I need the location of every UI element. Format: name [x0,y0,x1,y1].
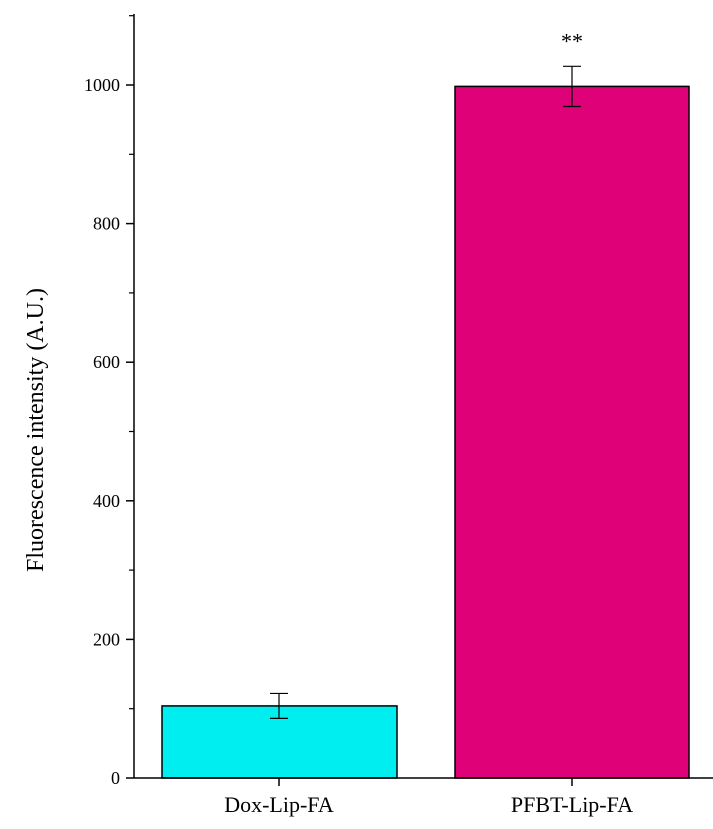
x-tick-label-dox-lip-fa: Dox-Lip-FA [224,792,334,817]
axes-layer [133,14,713,779]
y-axis-title: Fluorescence intensity (A.U.) [23,288,49,572]
error-bars-layer [270,65,581,720]
y-tick-label-1000: 1000 [84,75,120,95]
y-tick-label-0: 0 [111,768,120,788]
y-tick-label-800: 800 [93,214,120,234]
y-tick-label-400: 400 [93,491,120,511]
y-tick-label-600: 600 [93,352,120,372]
bars-layer [161,85,690,779]
bar-pfbt-lip-fa [454,85,690,779]
x-ticks-layer: Dox-Lip-FA PFBT-Lip-FA [224,778,633,817]
x-tick-label-pfbt-lip-fa: PFBT-Lip-FA [511,792,633,817]
annotations-layer: ** [561,28,583,53]
y-tick-label-200: 200 [93,629,120,649]
significance-annotation: ** [561,28,583,53]
y-ticks-layer: 0 200 400 600 800 1000 [84,15,134,788]
